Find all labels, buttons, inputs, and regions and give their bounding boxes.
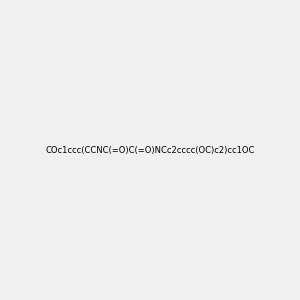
Text: COc1ccc(CCNC(=O)C(=O)NCc2cccc(OC)c2)cc1OC: COc1ccc(CCNC(=O)C(=O)NCc2cccc(OC)c2)cc1O…	[45, 146, 255, 154]
